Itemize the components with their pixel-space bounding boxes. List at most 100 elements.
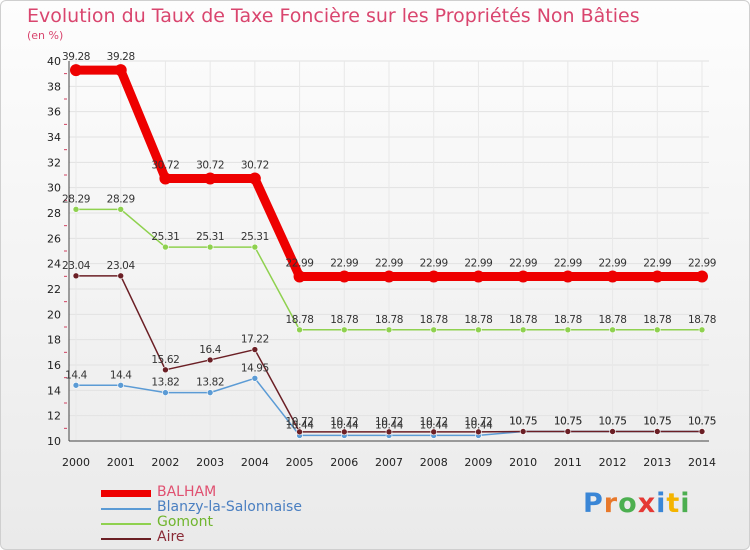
data-point — [296, 326, 303, 334]
data-point — [206, 389, 214, 396]
data-point — [653, 428, 661, 435]
data-point — [340, 428, 348, 436]
data-label: 10.75 — [688, 416, 716, 428]
data-label: 18.78 — [420, 314, 448, 326]
data-point — [72, 206, 80, 213]
data-label: 16.4 — [199, 344, 221, 356]
y-tick-label: 40 — [47, 55, 61, 68]
data-point — [698, 428, 706, 435]
legend-swatch — [101, 508, 151, 510]
data-label: 18.78 — [464, 314, 492, 326]
data-label: 22.99 — [330, 257, 358, 269]
data-point — [430, 428, 438, 436]
data-label: 10.72 — [464, 416, 492, 428]
data-label: 39.28 — [62, 51, 90, 63]
data-label: 22.99 — [643, 257, 671, 269]
data-point — [385, 428, 393, 436]
data-point — [117, 272, 125, 280]
legend-label: BALHAM — [157, 484, 217, 500]
y-tick-label: 12 — [47, 410, 61, 423]
series-group — [70, 64, 708, 439]
data-point — [564, 428, 572, 435]
logo-letter: o — [618, 488, 638, 519]
data-label: 14.4 — [110, 369, 132, 381]
data-label: 18.78 — [286, 314, 314, 326]
data-label: 22.99 — [599, 257, 627, 269]
data-label: 18.78 — [599, 314, 627, 326]
data-point — [472, 270, 485, 283]
data-label: 30.72 — [241, 160, 269, 172]
data-label: 10.72 — [286, 416, 314, 428]
data-label: 28.29 — [62, 193, 90, 205]
data-label: 10.72 — [330, 416, 358, 428]
x-tick-label: 2005 — [286, 456, 314, 469]
data-point — [338, 270, 351, 283]
y-tick-label: 18 — [47, 334, 61, 347]
y-tick-label: 34 — [47, 131, 61, 144]
data-point — [159, 172, 172, 185]
data-label: 18.78 — [554, 314, 582, 326]
data-point — [340, 326, 348, 334]
data-label: 18.78 — [688, 314, 716, 326]
data-label: 10.75 — [509, 416, 537, 428]
data-point — [117, 381, 125, 389]
data-label: 22.99 — [554, 257, 582, 269]
data-label: 18.78 — [375, 314, 403, 326]
data-label: 10.44 — [286, 419, 315, 431]
x-tick-label: 2012 — [599, 456, 627, 469]
data-label: 10.44 — [464, 419, 493, 431]
y-tick-label: 28 — [47, 207, 61, 220]
data-label: 18.78 — [643, 314, 671, 326]
data-point — [475, 326, 482, 334]
y-tick-label: 26 — [47, 232, 61, 245]
data-point — [293, 270, 306, 283]
logo-letter: x — [637, 488, 657, 519]
data-point — [427, 270, 440, 283]
data-point — [251, 243, 259, 251]
data-label: 10.75 — [688, 416, 716, 428]
data-label: 14.4 — [65, 369, 87, 381]
data-point — [519, 428, 527, 435]
x-tick-label: 2000 — [62, 456, 90, 469]
x-tick-label: 2006 — [330, 456, 358, 469]
proxiti-logo: Proxiti — [583, 488, 691, 519]
data-point — [698, 326, 706, 334]
data-point — [564, 326, 572, 334]
data-point — [561, 270, 574, 283]
data-point — [248, 172, 261, 185]
data-point — [251, 346, 259, 353]
data-point — [609, 326, 616, 334]
chart-title: Evolution du Taux de Taxe Foncière sur l… — [27, 5, 640, 27]
legend-label: Gomont — [157, 514, 213, 530]
y-tick-label: 32 — [47, 156, 61, 169]
data-label: 22.99 — [688, 257, 716, 269]
data-label: 13.82 — [196, 377, 224, 389]
data-label: 25.31 — [151, 231, 179, 243]
data-label: 10.75 — [554, 416, 582, 428]
x-tick-label: 2001 — [107, 456, 135, 469]
y-tick-label: 14 — [47, 384, 61, 397]
y-tick-label: 36 — [47, 106, 61, 119]
y-tick-label: 10 — [47, 435, 61, 448]
data-label: 22.99 — [286, 257, 314, 269]
data-label: 22.99 — [464, 257, 492, 269]
data-label: 18.78 — [330, 314, 358, 326]
y-tick-label: 30 — [47, 182, 61, 195]
data-point — [72, 272, 80, 280]
y-tick-label: 24 — [47, 258, 61, 271]
x-tick-label: 2011 — [554, 456, 582, 469]
axes: 10 12 14 16 18 20 22 24 26 28 30 32 34 36 38 40 2000 2001… — [47, 55, 716, 469]
data-label: 30.72 — [196, 160, 224, 172]
data-label: 18.78 — [509, 314, 537, 326]
data-label: 23.04 — [62, 260, 91, 272]
data-label: 10.44 — [420, 419, 449, 431]
grid — [69, 60, 709, 442]
x-tick-label: 2004 — [241, 456, 269, 469]
data-label: 10.75 — [509, 416, 537, 428]
x-tick-label: 2008 — [420, 456, 448, 469]
data-point — [517, 270, 530, 283]
data-label: 17.22 — [241, 334, 269, 346]
data-point — [162, 243, 169, 251]
data-label: 10.72 — [375, 416, 403, 428]
